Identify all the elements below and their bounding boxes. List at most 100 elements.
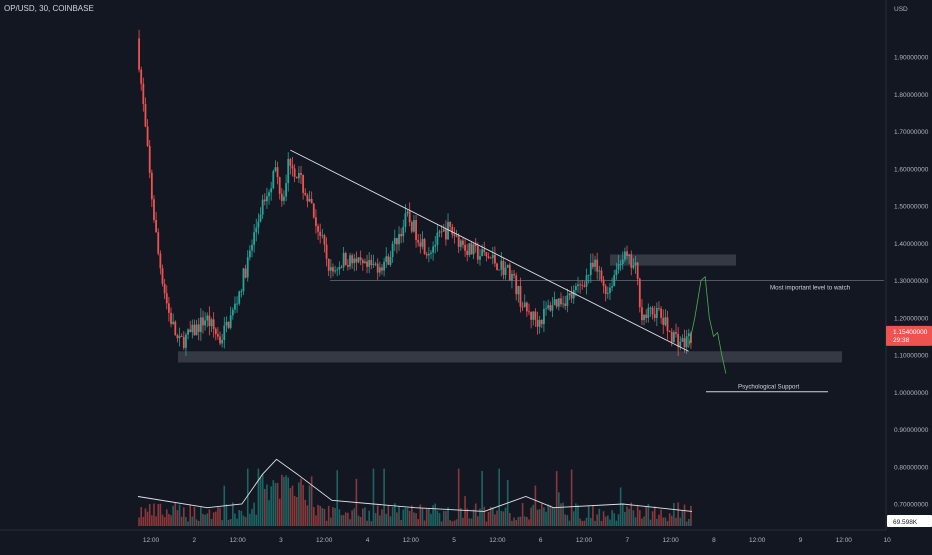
candle[interactable]	[474, 244, 477, 246]
candle[interactable]	[381, 267, 383, 271]
candle[interactable]	[487, 256, 490, 258]
candle[interactable]	[212, 319, 215, 329]
candle[interactable]	[564, 303, 567, 306]
candle[interactable]	[611, 286, 613, 288]
candle[interactable]	[574, 286, 577, 291]
candle[interactable]	[202, 317, 204, 326]
candle[interactable]	[219, 336, 221, 344]
candle[interactable]	[517, 285, 520, 295]
candle[interactable]	[302, 174, 305, 193]
candle[interactable]	[406, 211, 409, 214]
candle[interactable]	[357, 257, 360, 263]
candle[interactable]	[291, 165, 294, 169]
candle[interactable]	[494, 254, 496, 264]
candle[interactable]	[259, 214, 262, 222]
candle[interactable]	[670, 331, 673, 343]
candle[interactable]	[419, 242, 422, 247]
candle[interactable]	[238, 291, 241, 304]
candle[interactable]	[261, 199, 264, 215]
candle[interactable]	[530, 311, 533, 320]
candle[interactable]	[272, 171, 275, 189]
candle[interactable]	[266, 196, 268, 202]
candle[interactable]	[647, 307, 650, 318]
candle[interactable]	[410, 222, 413, 232]
candle[interactable]	[285, 183, 287, 197]
candle[interactable]	[304, 192, 307, 196]
candle[interactable]	[504, 267, 507, 275]
candle[interactable]	[366, 261, 368, 267]
candle[interactable]	[144, 104, 147, 127]
candle[interactable]	[364, 261, 366, 264]
candle[interactable]	[592, 262, 594, 267]
candle[interactable]	[157, 232, 160, 254]
candle[interactable]	[278, 177, 281, 194]
candle[interactable]	[577, 284, 579, 287]
candle[interactable]	[666, 317, 669, 331]
candle[interactable]	[427, 253, 430, 256]
candle[interactable]	[355, 258, 358, 263]
candle[interactable]	[466, 250, 469, 255]
candle[interactable]	[511, 273, 513, 281]
candle[interactable]	[242, 268, 245, 292]
candle[interactable]	[329, 267, 332, 271]
candle[interactable]	[140, 69, 143, 84]
candle[interactable]	[468, 243, 471, 255]
candle[interactable]	[687, 333, 690, 337]
candle[interactable]	[585, 275, 588, 287]
candle[interactable]	[423, 239, 426, 254]
candle[interactable]	[231, 309, 234, 316]
candle[interactable]	[653, 314, 656, 318]
candle[interactable]	[312, 203, 315, 218]
candle[interactable]	[538, 320, 541, 327]
candle[interactable]	[630, 254, 633, 268]
candle[interactable]	[383, 261, 386, 271]
candle[interactable]	[346, 264, 349, 267]
candle[interactable]	[502, 260, 505, 275]
candle[interactable]	[161, 268, 164, 284]
candle[interactable]	[462, 240, 464, 245]
candle[interactable]	[361, 260, 364, 264]
candle[interactable]	[434, 245, 437, 247]
candle[interactable]	[385, 256, 388, 262]
candle[interactable]	[393, 238, 396, 244]
candle[interactable]	[315, 217, 317, 226]
candle[interactable]	[430, 252, 432, 254]
candle[interactable]	[182, 336, 185, 348]
candle[interactable]	[459, 240, 462, 247]
candle[interactable]	[321, 235, 324, 237]
candle[interactable]	[479, 256, 481, 260]
candle[interactable]	[690, 333, 692, 343]
candle[interactable]	[547, 305, 550, 309]
candle[interactable]	[451, 226, 454, 235]
candle[interactable]	[562, 303, 564, 305]
candle[interactable]	[370, 259, 373, 266]
candle[interactable]	[176, 335, 179, 339]
candle[interactable]	[496, 263, 498, 271]
candle[interactable]	[677, 333, 680, 347]
candle[interactable]	[662, 317, 665, 325]
candle[interactable]	[498, 269, 501, 271]
candle[interactable]	[606, 292, 609, 294]
candle[interactable]	[155, 219, 158, 233]
candle[interactable]	[178, 335, 181, 339]
candle[interactable]	[581, 284, 584, 286]
candle[interactable]	[293, 168, 296, 177]
candle[interactable]	[229, 315, 232, 328]
candle[interactable]	[413, 220, 415, 232]
candle[interactable]	[234, 303, 236, 310]
candle[interactable]	[378, 267, 381, 273]
candle[interactable]	[189, 329, 192, 333]
candle[interactable]	[572, 290, 575, 299]
candle[interactable]	[191, 324, 194, 333]
candle[interactable]	[668, 330, 671, 332]
candle[interactable]	[543, 308, 545, 325]
resistance-zone[interactable]	[610, 254, 736, 266]
candle[interactable]	[519, 285, 522, 307]
candle[interactable]	[172, 321, 175, 324]
candle[interactable]	[470, 243, 473, 255]
candle[interactable]	[408, 211, 411, 223]
candle[interactable]	[142, 83, 145, 105]
candle[interactable]	[402, 226, 405, 237]
candle[interactable]	[587, 275, 590, 276]
candle[interactable]	[223, 325, 226, 340]
